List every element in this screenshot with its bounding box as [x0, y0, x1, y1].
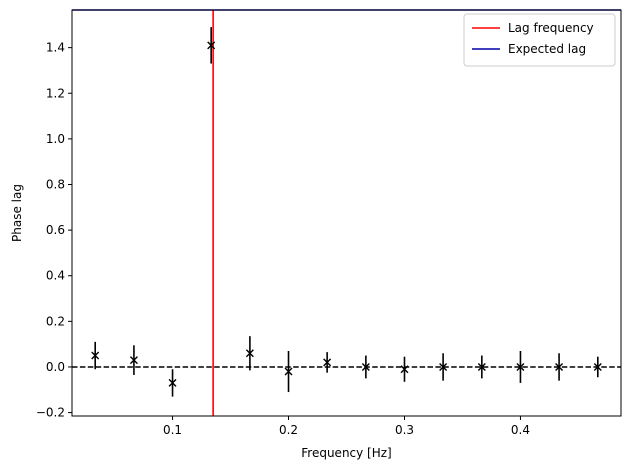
data-point-8	[400, 365, 409, 374]
data-point-0	[91, 351, 100, 360]
data-point-6	[323, 358, 332, 367]
data-point-9	[439, 362, 448, 371]
data-point-5	[284, 367, 293, 376]
data-point-1	[129, 356, 138, 365]
y-axis-label: Phase lag	[10, 184, 24, 242]
axes-frame	[71, 9, 622, 417]
y-tick-label-4: 0.6	[46, 223, 65, 237]
x-tick-label-3: 0.4	[511, 423, 530, 437]
data-point-13	[593, 362, 602, 371]
legend-label-lag-frequency: Lag frequency	[508, 21, 594, 35]
x-tick-label-0: 0.1	[163, 423, 182, 437]
data-point-12	[555, 362, 564, 371]
axis-ticks: 0.1 0.2 0.3 0.4 −0.2 0.0 0.2 0.4 0.6 0.8 1.0 1.2 1.4	[36, 41, 530, 437]
x-tick-label-1: 0.2	[279, 423, 298, 437]
y-tick-label-2: 0.2	[46, 314, 65, 328]
y-tick-label-0: −0.2	[36, 406, 65, 420]
data-point-4	[245, 349, 254, 358]
data-point-3	[207, 41, 216, 50]
legend-box	[463, 13, 616, 67]
y-tick-label-1: 0.0	[46, 360, 65, 374]
y-tick-label-6: 1.0	[46, 132, 65, 146]
x-tick-label-2: 0.3	[395, 423, 414, 437]
y-tick-label-7: 1.2	[46, 86, 65, 100]
data-point-2	[168, 378, 177, 387]
plot-area	[72, 9, 621, 416]
legend: Lag frequency Expected lag	[463, 13, 616, 67]
data-point-11	[516, 362, 525, 371]
data-point-7	[361, 362, 370, 371]
y-tick-label-3: 0.4	[46, 269, 65, 283]
x-axis-label: Frequency [Hz]	[301, 446, 392, 460]
data-point-10	[477, 362, 486, 371]
y-tick-label-5: 0.8	[46, 177, 65, 191]
legend-label-expected-lag: Expected lag	[508, 42, 586, 56]
y-tick-label-8: 1.4	[46, 41, 65, 55]
